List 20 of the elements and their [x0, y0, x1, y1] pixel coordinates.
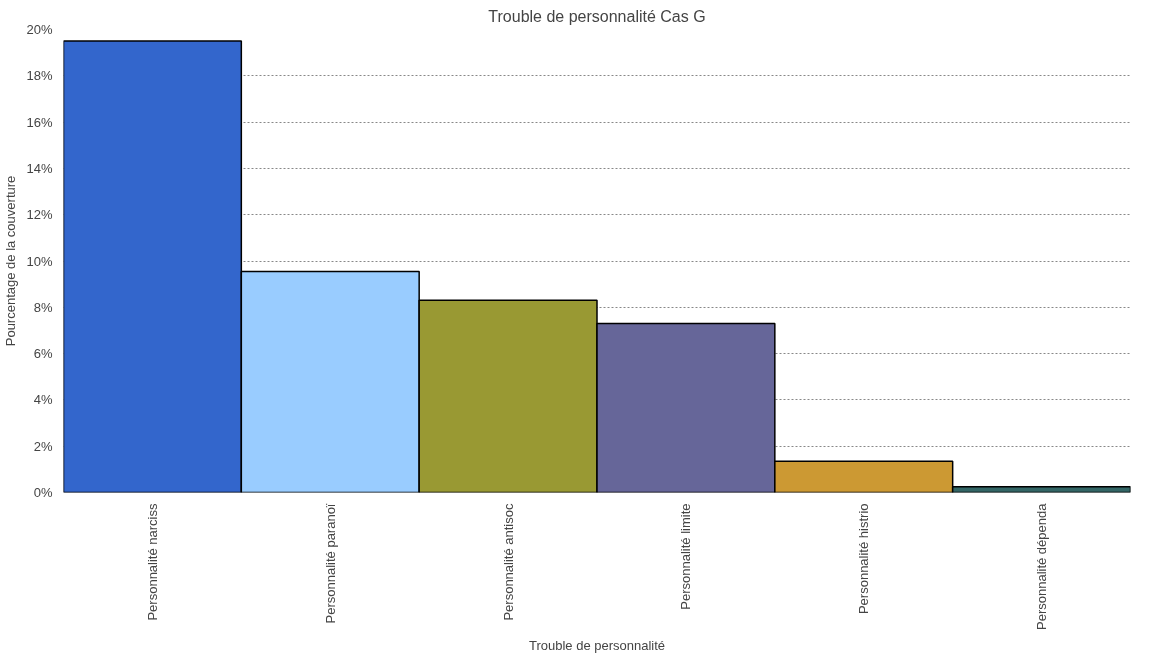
y-tick-label: 10%	[26, 253, 53, 269]
y-axis-title: Pourcentage de la couverture	[3, 175, 19, 347]
y-tick-label: 12%	[26, 207, 53, 223]
x-axis-title: Trouble de personnalité	[528, 637, 666, 653]
y-tick-label: 4%	[33, 392, 53, 408]
y-tick-label: 14%	[26, 160, 53, 176]
y-tick-label: 16%	[26, 114, 53, 130]
x-tick-label: Personnalité paranoï	[322, 503, 338, 624]
y-tick-label: 6%	[33, 346, 53, 362]
y-tick-label: 0%	[33, 485, 53, 500]
x-tick-label: Personnalité dépenda	[1034, 502, 1050, 630]
y-tick-label: 2%	[33, 438, 53, 454]
chart-title: Trouble de personnalité Cas G	[488, 7, 706, 25]
x-tick-label: Personnalité antisoc	[500, 503, 516, 621]
y-tick-label: 8%	[33, 299, 53, 315]
y-tick-label: 18%	[26, 68, 53, 84]
x-tick-label: Personnalité histrio	[856, 503, 872, 615]
x-tick-label: Personnalité narciss	[144, 503, 160, 621]
y-tick-label: 20%	[26, 22, 53, 37]
x-tick-label: Personnalité limite	[678, 503, 694, 610]
